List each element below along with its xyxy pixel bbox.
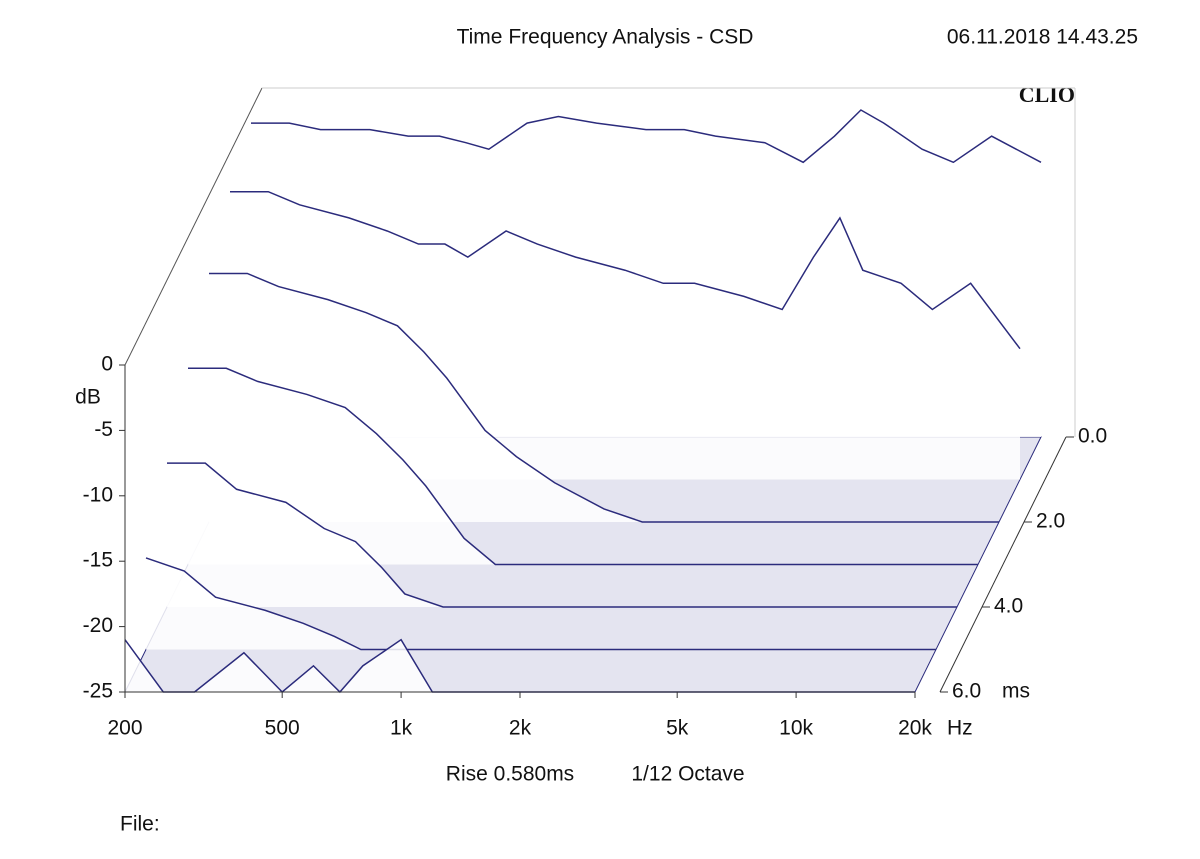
slice — [251, 109, 1042, 164]
y-tick-label: -20 — [83, 614, 113, 637]
x-tick-label: 2k — [509, 717, 532, 740]
t-tick-label: 2.0 — [1036, 510, 1065, 533]
slice — [167, 462, 957, 608]
x-tick-label: 1k — [390, 717, 413, 740]
frame — [124, 87, 1076, 437]
y-unit: dB — [75, 386, 101, 409]
t-axis — [939, 436, 1067, 693]
brand: CLIO — [1019, 82, 1075, 107]
t-tick-label: 6.0 — [952, 680, 981, 703]
y-tick-label: -10 — [83, 483, 113, 506]
slice-fill — [146, 557, 936, 650]
date: 06.11.2018 14.43.25 — [947, 26, 1138, 49]
slice — [230, 190, 1021, 350]
x-tick-label: 200 — [107, 717, 142, 740]
slice-fill — [125, 639, 915, 692]
slice — [209, 272, 999, 523]
frame-edge — [124, 87, 263, 366]
file-label: File: — [120, 813, 160, 836]
x-tick-label: 10k — [779, 717, 813, 740]
t-tick-label: 0.0 — [1078, 425, 1107, 448]
t-tick-label: 4.0 — [994, 595, 1023, 618]
x-tick-label: 5k — [666, 717, 689, 740]
smoothing: 1/12 Octave — [631, 763, 744, 786]
x-tick-label: 20k — [898, 717, 932, 740]
slice — [188, 367, 978, 566]
y-tick-label: -25 — [83, 680, 113, 703]
slice-fill — [188, 368, 978, 565]
y-tick-label: -5 — [94, 418, 113, 441]
x-unit: Hz — [947, 717, 973, 740]
slice-fill — [167, 463, 957, 607]
t-unit: ms — [1002, 680, 1030, 703]
rise: Rise 0.580ms — [446, 763, 574, 786]
x-tick-label: 500 — [265, 717, 300, 740]
chart-title: Time Frequency Analysis - CSD — [457, 26, 754, 49]
slice — [145, 557, 936, 651]
y-tick-label: -15 — [83, 549, 113, 572]
y-tick-label: 0 — [101, 353, 113, 376]
